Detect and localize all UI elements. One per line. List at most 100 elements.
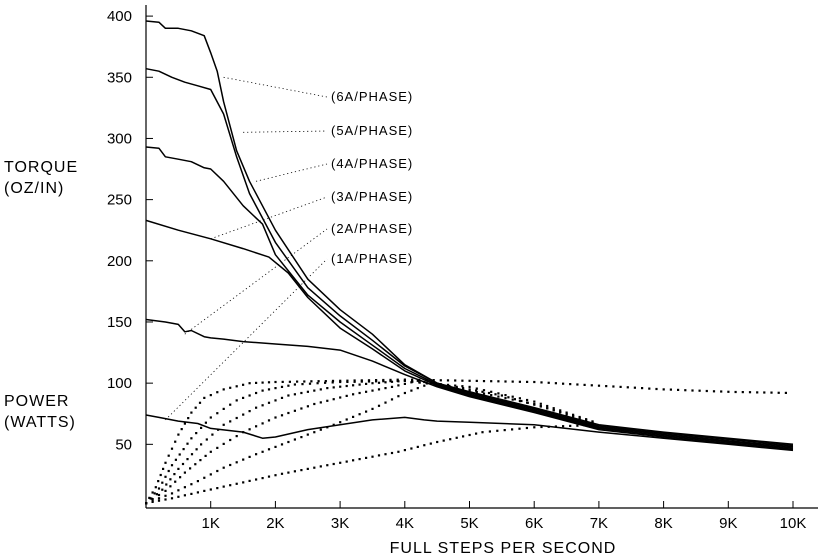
power-point	[306, 467, 309, 470]
power-point	[403, 449, 406, 452]
power-point	[669, 388, 672, 391]
x-tick-label: 1K	[202, 515, 220, 532]
power-point	[255, 478, 258, 481]
power-point	[287, 471, 290, 474]
power-point	[526, 398, 529, 402]
legend-leader-line	[255, 163, 328, 182]
power-point	[365, 382, 368, 385]
power-point	[371, 407, 374, 410]
power-point	[626, 386, 629, 389]
power-point	[583, 383, 586, 386]
power-point	[293, 383, 296, 386]
power-point	[173, 473, 176, 476]
power-point	[255, 453, 258, 456]
power-point	[712, 390, 716, 393]
power-point	[487, 391, 491, 395]
power-point	[367, 379, 371, 382]
power-point	[235, 461, 238, 464]
power-point	[229, 463, 232, 467]
x-tick-label: 2K	[266, 515, 284, 532]
power-point	[235, 385, 238, 388]
power-point	[194, 406, 197, 409]
power-point	[205, 438, 208, 441]
power-point	[494, 393, 497, 396]
power-point	[416, 387, 419, 390]
power-point	[287, 440, 290, 444]
power-point	[186, 458, 189, 461]
power-point	[296, 380, 299, 383]
power-point	[554, 382, 557, 385]
power-point	[691, 389, 694, 392]
power-point	[267, 475, 271, 478]
power-point	[436, 440, 439, 444]
power-point	[280, 385, 284, 388]
power-point	[390, 385, 394, 388]
power-point	[274, 445, 277, 448]
power-point	[481, 431, 484, 434]
power-point	[293, 470, 296, 473]
power-point	[177, 433, 180, 436]
power-point	[605, 385, 608, 388]
power-point	[200, 443, 203, 446]
power-point	[180, 428, 183, 431]
power-point	[365, 456, 368, 459]
power-point	[248, 479, 251, 482]
power-point	[280, 472, 284, 475]
power-point	[267, 381, 271, 384]
legend-leader-line	[210, 196, 328, 240]
x-tick-label: 5K	[460, 515, 478, 532]
power-point	[562, 425, 565, 428]
power-point	[151, 491, 154, 494]
power-point	[569, 424, 572, 427]
power-point	[222, 388, 225, 391]
y-tick-label: 250	[107, 192, 132, 209]
power-point	[382, 378, 385, 382]
power-point	[209, 473, 212, 476]
legend-label: (6A/PHASE)	[331, 89, 413, 104]
power-point	[403, 379, 406, 382]
power-point	[161, 481, 164, 484]
power-point	[165, 483, 168, 486]
power-point	[204, 454, 207, 457]
power-point	[170, 464, 174, 467]
power-point	[261, 389, 264, 392]
power-point	[511, 395, 514, 398]
power-point	[397, 450, 400, 453]
power-point	[377, 381, 381, 384]
power-point	[339, 380, 342, 384]
power-point	[313, 402, 316, 406]
legend-leader-lines	[165, 76, 328, 421]
power-point	[770, 391, 773, 394]
power-point	[562, 382, 565, 385]
power-point	[229, 420, 232, 423]
power-point	[242, 458, 245, 461]
power-point	[410, 381, 413, 384]
power-point	[511, 380, 514, 383]
power-point	[455, 385, 458, 388]
power-point	[576, 424, 579, 427]
power-point	[520, 399, 523, 403]
power-point	[164, 494, 167, 497]
power-point	[511, 398, 514, 401]
power-point	[164, 461, 167, 464]
power-point	[209, 450, 212, 453]
y-tick-label: 200	[107, 253, 132, 270]
power-point	[454, 379, 457, 382]
power-point	[293, 438, 296, 441]
power-point	[382, 380, 385, 383]
power-point	[533, 400, 536, 403]
x-tick-label: 7K	[590, 515, 608, 532]
power-point	[462, 387, 465, 390]
power-point	[416, 445, 419, 448]
power-point	[255, 391, 258, 395]
power-point	[248, 394, 251, 397]
power-point	[525, 426, 528, 430]
power-point	[169, 485, 172, 488]
legend-label: (3A/PHASE)	[331, 189, 413, 204]
power-point	[552, 407, 555, 410]
power-point	[300, 436, 303, 439]
power-point	[475, 432, 478, 435]
power-point	[461, 379, 464, 382]
power-point	[306, 433, 309, 436]
power-point	[619, 385, 622, 388]
